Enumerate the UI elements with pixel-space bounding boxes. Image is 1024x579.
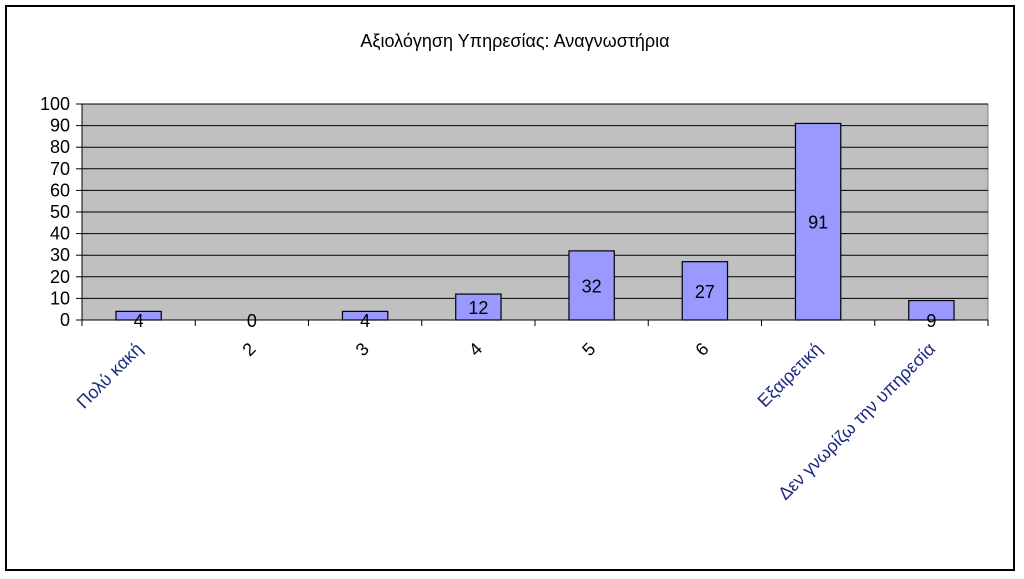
bar: [794, 122, 842, 321]
y-tick-label: 40: [50, 224, 70, 244]
data-label: 0: [247, 311, 257, 331]
y-tick-label: 80: [50, 137, 70, 157]
y-tick-label: 100: [40, 94, 70, 114]
data-label: 27: [695, 282, 715, 302]
x-category-label: 3: [352, 339, 373, 360]
y-tick-label: 0: [60, 310, 70, 330]
data-label: 9: [926, 311, 936, 331]
x-category-label: Πολύ κακή: [73, 339, 147, 413]
x-category-label: 2: [238, 339, 259, 360]
axes: [76, 103, 989, 326]
x-category-label: Εξαιρετική: [754, 339, 826, 411]
x-category-label: 5: [578, 339, 599, 360]
data-label: 4: [360, 311, 370, 331]
y-tick-label: 50: [50, 202, 70, 222]
y-tick-label: 30: [50, 245, 70, 265]
x-category-label: 4: [465, 339, 486, 360]
y-tick-label: 90: [50, 116, 70, 136]
y-tick-label: 10: [50, 288, 70, 308]
data-label: 4: [134, 311, 144, 331]
data-label: 91: [808, 213, 828, 233]
chart-title: Αξιολόγηση Υπηρεσίας: Αναγνωστήρια: [360, 31, 669, 51]
data-label: 32: [582, 276, 602, 296]
data-label: 12: [468, 298, 488, 318]
x-category-label: 6: [691, 339, 712, 360]
y-tick-label: 60: [50, 180, 70, 200]
y-tick-label: 20: [50, 267, 70, 287]
bars: [115, 122, 955, 321]
y-tick-label: 70: [50, 159, 70, 179]
